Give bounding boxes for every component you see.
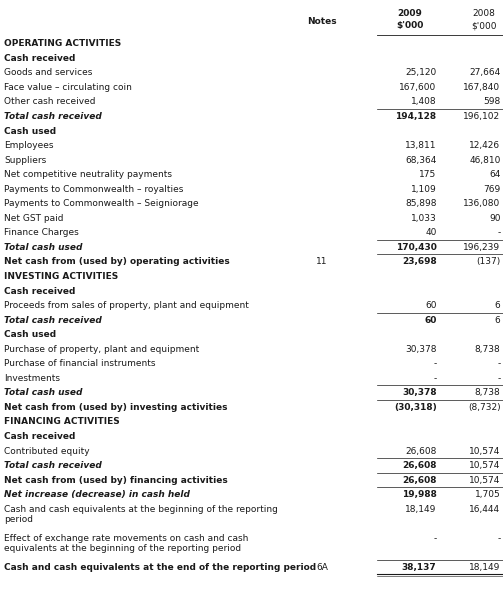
- Text: -: -: [434, 374, 437, 383]
- Text: 10,574: 10,574: [469, 476, 500, 484]
- Text: 6: 6: [495, 316, 500, 325]
- Text: 16,444: 16,444: [469, 505, 500, 514]
- Text: Finance Charges: Finance Charges: [4, 228, 79, 238]
- Text: Payments to Commonwealth – royalties: Payments to Commonwealth – royalties: [4, 185, 184, 194]
- Text: Face value – circulating coin: Face value – circulating coin: [4, 83, 132, 92]
- Text: INVESTING ACTIVITIES: INVESTING ACTIVITIES: [4, 272, 118, 281]
- Text: Goods and services: Goods and services: [4, 68, 93, 77]
- Text: -: -: [497, 534, 500, 543]
- Text: Employees: Employees: [4, 141, 53, 150]
- Text: Notes: Notes: [307, 17, 337, 26]
- Text: 85,898: 85,898: [405, 200, 437, 208]
- Text: 1,109: 1,109: [411, 185, 437, 194]
- Text: $'000: $'000: [471, 21, 496, 31]
- Text: 46,810: 46,810: [469, 156, 500, 165]
- Text: Total cash received: Total cash received: [4, 316, 102, 325]
- Text: 11: 11: [316, 257, 327, 266]
- Text: 598: 598: [483, 98, 500, 106]
- Text: (8,732): (8,732): [468, 403, 500, 412]
- Text: -: -: [434, 359, 437, 368]
- Text: 38,137: 38,137: [402, 563, 437, 572]
- Text: 2008: 2008: [472, 9, 495, 18]
- Text: 90: 90: [489, 214, 500, 223]
- Text: 6: 6: [495, 301, 500, 310]
- Text: 30,378: 30,378: [405, 344, 437, 354]
- Text: -: -: [434, 534, 437, 543]
- Text: Payments to Commonwealth – Seigniorage: Payments to Commonwealth – Seigniorage: [4, 200, 199, 208]
- Text: 13,811: 13,811: [405, 141, 437, 150]
- Text: 769: 769: [483, 185, 500, 194]
- Text: 196,239: 196,239: [463, 243, 500, 252]
- Text: 68,364: 68,364: [405, 156, 437, 165]
- Text: 6A: 6A: [316, 563, 328, 572]
- Text: 10,574: 10,574: [469, 461, 500, 470]
- Text: 26,608: 26,608: [405, 446, 437, 456]
- Text: 10,574: 10,574: [469, 446, 500, 456]
- Text: 194,128: 194,128: [395, 112, 437, 121]
- Text: FINANCING ACTIVITIES: FINANCING ACTIVITIES: [4, 418, 120, 427]
- Text: 2009: 2009: [397, 9, 423, 18]
- Text: -: -: [497, 374, 500, 383]
- Text: 12,426: 12,426: [469, 141, 500, 150]
- Text: Cash and cash equivalents at the end of the reporting period: Cash and cash equivalents at the end of …: [4, 563, 316, 572]
- Text: 18,149: 18,149: [405, 505, 437, 514]
- Text: 175: 175: [420, 170, 437, 179]
- Text: Investments: Investments: [4, 374, 60, 383]
- Text: Suppliers: Suppliers: [4, 156, 46, 165]
- Text: 60: 60: [425, 301, 437, 310]
- Text: 26,608: 26,608: [402, 461, 437, 470]
- Text: Total cash used: Total cash used: [4, 243, 82, 252]
- Text: (30,318): (30,318): [394, 403, 437, 412]
- Text: 40: 40: [425, 228, 437, 238]
- Text: Cash received: Cash received: [4, 54, 75, 63]
- Text: Net GST paid: Net GST paid: [4, 214, 63, 223]
- Text: 23,698: 23,698: [402, 257, 437, 266]
- Text: 1,705: 1,705: [475, 490, 500, 499]
- Text: 1,408: 1,408: [411, 98, 437, 106]
- Text: Total cash used: Total cash used: [4, 389, 82, 397]
- Text: 26,608: 26,608: [402, 476, 437, 484]
- Text: -: -: [497, 228, 500, 238]
- Text: 30,378: 30,378: [402, 389, 437, 397]
- Text: Total cash received: Total cash received: [4, 461, 102, 470]
- Text: Cash received: Cash received: [4, 287, 75, 295]
- Text: 64: 64: [489, 170, 500, 179]
- Text: 167,840: 167,840: [463, 83, 500, 92]
- Text: 19,988: 19,988: [402, 490, 437, 499]
- Text: 170,430: 170,430: [396, 243, 437, 252]
- Text: OPERATING ACTIVITIES: OPERATING ACTIVITIES: [4, 39, 121, 49]
- Text: Cash used: Cash used: [4, 126, 56, 136]
- Text: 27,664: 27,664: [469, 68, 500, 77]
- Text: Cash used: Cash used: [4, 330, 56, 339]
- Text: 8,738: 8,738: [475, 344, 500, 354]
- Text: Effect of exchange rate movements on cash and cash
equivalents at the beginning : Effect of exchange rate movements on cas…: [4, 534, 248, 553]
- Text: Proceeds from sales of property, plant and equipment: Proceeds from sales of property, plant a…: [4, 301, 249, 310]
- Text: Cash and cash equivalents at the beginning of the reporting
period: Cash and cash equivalents at the beginni…: [4, 505, 278, 524]
- Text: Net cash from (used by) investing activities: Net cash from (used by) investing activi…: [4, 403, 227, 412]
- Text: Total cash received: Total cash received: [4, 112, 102, 121]
- Text: 167,600: 167,600: [399, 83, 437, 92]
- Text: Other cash received: Other cash received: [4, 98, 96, 106]
- Text: Cash received: Cash received: [4, 432, 75, 441]
- Text: 25,120: 25,120: [405, 68, 437, 77]
- Text: -: -: [497, 359, 500, 368]
- Text: 136,080: 136,080: [463, 200, 500, 208]
- Text: Net cash from (used by) operating activities: Net cash from (used by) operating activi…: [4, 257, 230, 266]
- Text: 18,149: 18,149: [469, 563, 500, 572]
- Text: Net increase (decrease) in cash held: Net increase (decrease) in cash held: [4, 490, 190, 499]
- Text: $'000: $'000: [396, 21, 424, 31]
- Text: Purchase of financial instruments: Purchase of financial instruments: [4, 359, 155, 368]
- Text: Contributed equity: Contributed equity: [4, 446, 90, 456]
- Text: (137): (137): [476, 257, 500, 266]
- Text: Purchase of property, plant and equipment: Purchase of property, plant and equipmen…: [4, 344, 199, 354]
- Text: 60: 60: [424, 316, 437, 325]
- Text: 8,738: 8,738: [475, 389, 500, 397]
- Text: 1,033: 1,033: [411, 214, 437, 223]
- Text: 196,102: 196,102: [463, 112, 500, 121]
- Text: Net competitive neutrality payments: Net competitive neutrality payments: [4, 170, 172, 179]
- Text: Net cash from (used by) financing activities: Net cash from (used by) financing activi…: [4, 476, 228, 484]
